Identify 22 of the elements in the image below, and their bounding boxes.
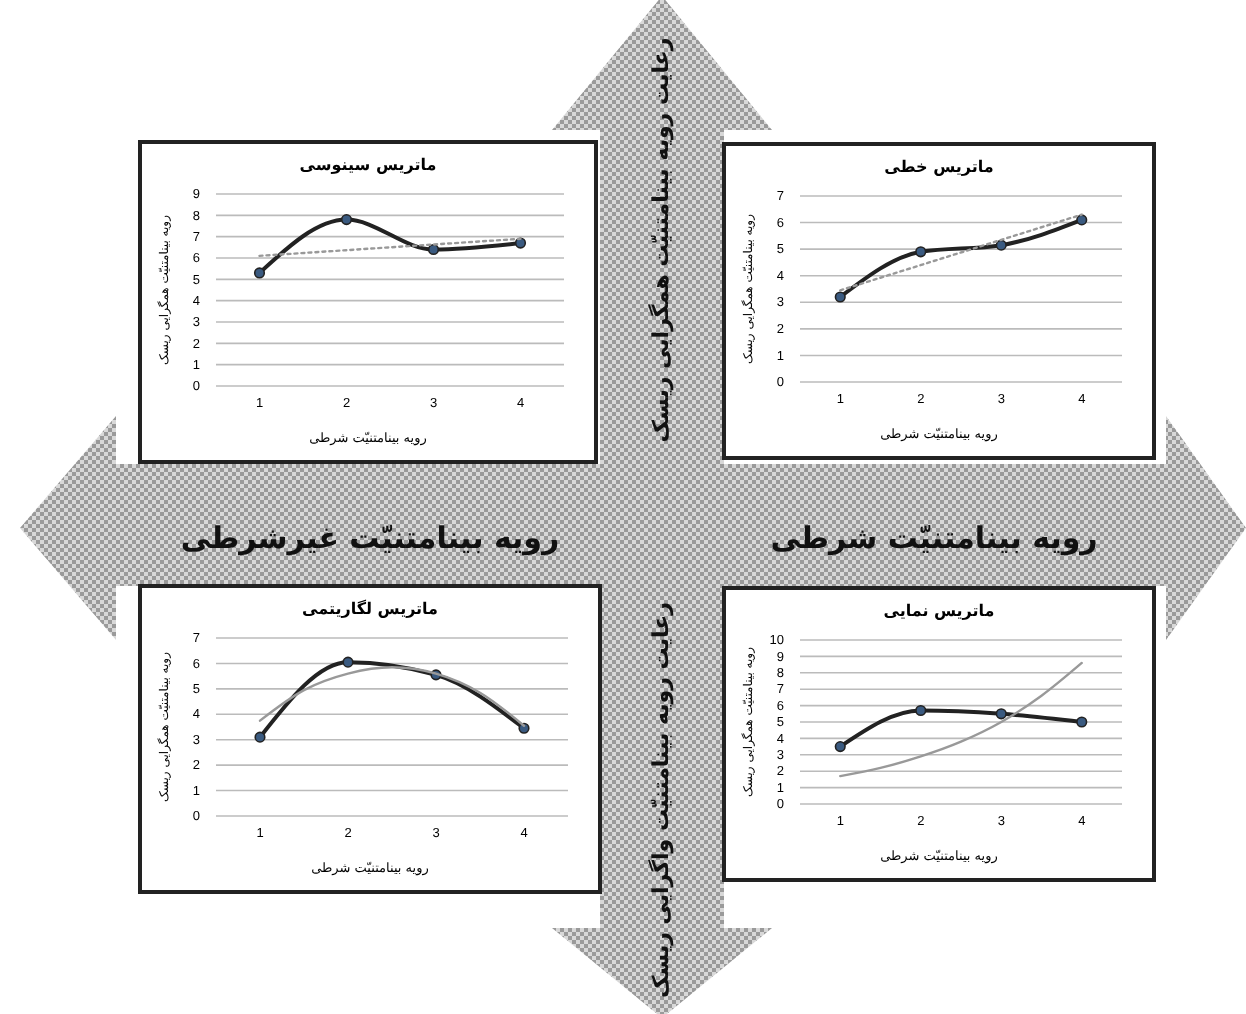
chart-title: ماتریس خطی xyxy=(884,158,994,176)
point xyxy=(427,243,440,256)
point xyxy=(834,741,846,753)
line-series xyxy=(839,661,1083,778)
chart-title: ماتریس نمایی xyxy=(883,602,995,620)
point xyxy=(254,731,266,743)
point xyxy=(340,214,353,226)
point xyxy=(1076,214,1088,226)
text: رعایت رویه بینامتنیّت واگرایی ریسک xyxy=(648,601,675,999)
chart-title: ماتریس لگاریتمی xyxy=(301,598,439,618)
text: رویه بینامتنیّت شرطی xyxy=(770,520,1098,557)
point xyxy=(915,704,927,717)
point xyxy=(915,246,927,258)
text: رعایت رویه بینامتنیّت همگرایی ریسک xyxy=(648,37,675,443)
point xyxy=(1076,716,1088,728)
point xyxy=(995,708,1007,720)
point xyxy=(342,656,354,668)
point xyxy=(834,291,846,303)
chart-title: ماتریس سینوسی xyxy=(299,156,437,174)
point xyxy=(253,267,266,279)
point xyxy=(995,239,1007,251)
text: رویه بینامتنیّت غیرشرطی xyxy=(180,520,560,557)
